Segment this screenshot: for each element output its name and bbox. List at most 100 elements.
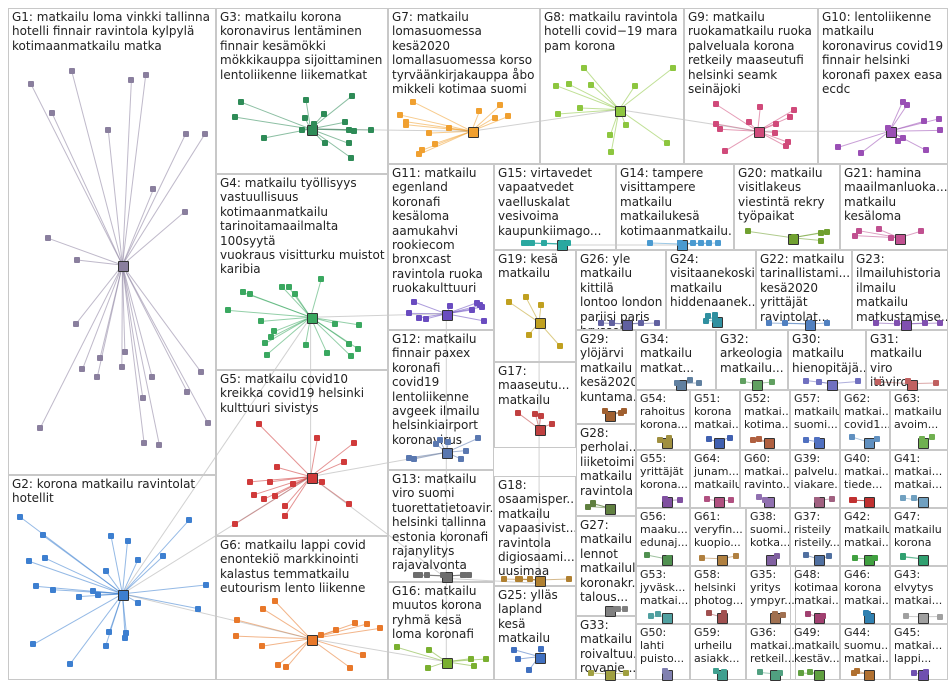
graph-node[interactable]	[598, 320, 605, 326]
graph-node[interactable]	[756, 669, 763, 676]
graph-node[interactable]	[356, 321, 363, 328]
graph-node[interactable]	[446, 125, 453, 132]
graph-node[interactable]	[303, 97, 309, 104]
graph-node[interactable]	[817, 237, 824, 244]
graph-node[interactable]	[447, 303, 454, 310]
graph-node[interactable]	[601, 408, 608, 415]
graph-node[interactable]	[607, 131, 614, 138]
graph-node[interactable]	[529, 240, 536, 246]
graph-node[interactable]	[412, 572, 419, 578]
graph-node[interactable]	[558, 240, 565, 246]
graph-node[interactable]	[267, 478, 274, 485]
graph-node[interactable]	[875, 226, 882, 233]
hub-node[interactable]	[863, 437, 875, 449]
graph-node[interactable]	[49, 110, 56, 117]
graph-node[interactable]	[936, 127, 943, 134]
graph-node[interactable]	[184, 388, 191, 395]
graph-node[interactable]	[350, 439, 357, 446]
graph-node[interactable]	[855, 378, 862, 385]
graph-node[interactable]	[783, 143, 790, 150]
graph-node[interactable]	[749, 437, 756, 444]
graph-node[interactable]	[787, 113, 794, 120]
graph-node[interactable]	[902, 613, 909, 620]
graph-node[interactable]	[234, 617, 241, 624]
graph-node[interactable]	[260, 605, 267, 612]
hub-node[interactable]	[917, 496, 929, 508]
graph-node[interactable]	[768, 379, 775, 385]
group-G20[interactable]: G20: matkailu visitlakeus viestintä rekr…	[734, 164, 840, 250]
graph-node[interactable]	[732, 553, 739, 559]
graph-node[interactable]	[349, 92, 356, 99]
graph-node[interactable]	[318, 276, 325, 283]
group-G1[interactable]: G1: matkailu loma vinkki tallinna hotell…	[8, 8, 216, 475]
graph-node[interactable]	[258, 643, 265, 650]
graph-node[interactable]	[899, 98, 906, 105]
graph-node[interactable]	[202, 130, 209, 137]
graph-node[interactable]	[928, 433, 935, 440]
graph-node[interactable]	[416, 572, 423, 578]
hub-node[interactable]	[713, 496, 725, 508]
graph-node[interactable]	[505, 298, 512, 305]
graph-node[interactable]	[698, 240, 705, 246]
graph-node[interactable]	[310, 121, 317, 128]
graph-node[interactable]	[917, 228, 924, 235]
graph-node[interactable]	[285, 284, 292, 291]
group-G28[interactable]: G28: perholai... liiketoimi... matkailu …	[576, 424, 636, 516]
graph-node[interactable]	[458, 456, 465, 463]
graph-node[interactable]	[816, 378, 823, 385]
graph-node[interactable]	[856, 227, 863, 234]
graph-node[interactable]	[340, 459, 347, 466]
group-G26[interactable]: G26: yle matkailu kittilä lontoo london …	[576, 250, 666, 330]
graph-node[interactable]	[538, 645, 545, 652]
group-G10[interactable]: G10: lentoliikenne matkailu koronavirus …	[818, 8, 948, 164]
graph-node[interactable]	[436, 437, 443, 444]
graph-node[interactable]	[148, 373, 155, 380]
graph-node[interactable]	[433, 441, 440, 448]
hub-node[interactable]	[753, 127, 765, 139]
graph-node[interactable]	[321, 110, 328, 117]
graph-node[interactable]	[705, 610, 712, 617]
graph-node[interactable]	[526, 666, 533, 673]
graph-node[interactable]	[123, 630, 130, 637]
graph-node[interactable]	[33, 583, 40, 590]
graph-node[interactable]	[757, 103, 764, 110]
graph-node[interactable]	[141, 440, 148, 447]
graph-node[interactable]	[687, 377, 694, 384]
graph-node[interactable]	[102, 642, 109, 649]
graph-node[interactable]	[553, 82, 560, 89]
hub-node[interactable]	[605, 411, 616, 422]
hub-node[interactable]	[615, 105, 627, 117]
graph-node[interactable]	[647, 240, 654, 246]
graph-node[interactable]	[904, 378, 911, 385]
hub-node[interactable]	[751, 379, 763, 391]
hub-node[interactable]	[766, 554, 778, 566]
graph-node[interactable]	[345, 501, 352, 508]
graph-node[interactable]	[30, 641, 37, 648]
graph-node[interactable]	[394, 644, 401, 651]
group-G7[interactable]: G7: matkailu lomasuomessa kesä2020 lomal…	[388, 8, 540, 164]
graph-node[interactable]	[470, 662, 477, 669]
graph-node[interactable]	[791, 106, 798, 113]
graph-node[interactable]	[797, 670, 804, 676]
graph-node[interactable]	[745, 228, 752, 235]
graph-node[interactable]	[727, 497, 734, 504]
graph-node[interactable]	[565, 576, 572, 582]
hub-node[interactable]	[917, 612, 929, 624]
graph-node[interactable]	[674, 380, 681, 386]
graph-node[interactable]	[612, 606, 619, 612]
graph-node[interactable]	[814, 496, 821, 503]
graph-node[interactable]	[895, 137, 902, 144]
graph-node[interactable]	[872, 320, 879, 326]
graph-node[interactable]	[765, 320, 772, 326]
graph-node[interactable]	[937, 613, 944, 620]
graph-node[interactable]	[423, 572, 430, 578]
graph-node[interactable]	[714, 240, 721, 246]
graph-node[interactable]	[556, 342, 563, 349]
graph-node[interactable]	[888, 234, 895, 241]
graph-node[interactable]	[631, 82, 638, 89]
graph-node[interactable]	[761, 497, 768, 504]
graph-node[interactable]	[274, 661, 281, 668]
graph-node[interactable]	[899, 134, 906, 141]
graph-node[interactable]	[426, 647, 433, 654]
graph-node[interactable]	[416, 151, 423, 158]
